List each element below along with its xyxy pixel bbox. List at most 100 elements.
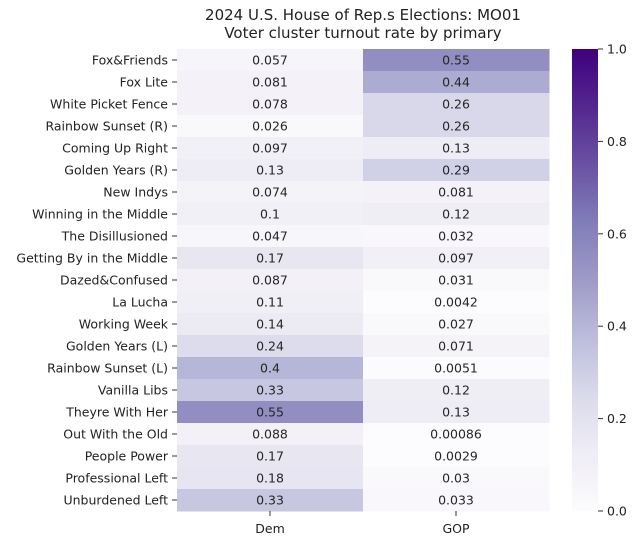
heatmap-cell [363,269,550,292]
heatmap-cell [363,225,550,248]
colorbar-tick-label: 0.2 [607,411,627,426]
cell-value-label: 0.14 [256,317,284,332]
cell-value-label: 0.03 [442,471,470,486]
heatmap-cell [177,467,364,490]
chart-title: 2024 U.S. House of Rep.s Elections: MO01… [205,6,521,42]
y-tick-label: Rainbow Sunset (R) [45,119,168,134]
colorbar-tick-label: 0.8 [607,134,627,149]
cell-value-label: 0.078 [252,97,288,112]
y-tick-label: Getting By in the Middle [16,251,168,266]
cell-value-label: 0.13 [442,405,470,420]
heatmap-cell [363,357,550,380]
cell-value-label: 0.032 [438,229,474,244]
cell-value-label: 0.071 [438,339,474,354]
heatmap-cell [363,379,550,402]
heatmap-cell [177,335,364,358]
heatmap-cell [177,49,364,72]
heatmap-cell [363,313,550,336]
colorbar-tick-label: 0.6 [607,226,627,241]
cell-value-label: 0.13 [256,163,284,178]
heatmap-cell [177,137,364,160]
x-tick-label: Dem [255,521,285,536]
cell-value-label: 0.55 [442,53,470,68]
heatmap-cell [177,71,364,94]
heatmap-cell [177,489,364,512]
heatmap-cell [177,269,364,292]
x-tick-label: GOP [442,521,470,536]
heatmap-cell [363,115,550,138]
cell-value-label: 0.031 [438,273,474,288]
cell-value-label: 0.033 [438,493,474,508]
heatmap-cell [177,379,364,402]
cell-value-label: 0.057 [252,53,288,68]
y-tick-label: People Power [85,449,169,464]
cell-value-label: 0.027 [438,317,474,332]
heatmap-cell [363,291,550,314]
cell-value-label: 0.081 [438,185,474,200]
chart-title-line-1: 2024 U.S. House of Rep.s Elections: MO01 [205,6,521,24]
heatmap-cell [177,225,364,248]
cell-value-label: 0.26 [442,119,470,134]
y-tick-label: Golden Years (L) [66,339,168,354]
heatmap-cell [363,335,550,358]
heatmap-cell [177,357,364,380]
y-tick-label: The Disillusioned [61,229,168,244]
y-tick-label: Theyre With Her [65,405,169,420]
y-tick-label: La Lucha [112,295,168,310]
y-tick-label: Out With the Old [63,427,168,442]
colorbar-tick-label: 0.4 [607,319,627,334]
y-tick-label: Professional Left [65,471,168,486]
heatmap-cell [177,93,364,116]
cell-value-label: 0.0051 [434,361,478,376]
cell-value-label: 0.087 [252,273,288,288]
y-tick-label: Vanilla Libs [98,383,168,398]
y-tick-label: Golden Years (R) [64,163,168,178]
y-tick-label: Working Week [79,317,169,332]
heatmap-cell [363,203,550,226]
heatmap-cell [177,181,364,204]
cell-value-label: 0.18 [256,471,284,486]
cell-value-label: 0.33 [256,493,284,508]
cell-value-label: 0.24 [256,339,284,354]
cell-value-label: 0.0042 [434,295,478,310]
cell-value-label: 0.074 [252,185,288,200]
y-tick-label: White Picket Fence [50,97,168,112]
heatmap-cell [177,423,364,446]
chart-title-line-2: Voter cluster turnout rate by primary [224,24,501,42]
cell-value-label: 0.17 [256,251,284,266]
cell-value-label: 0.33 [256,383,284,398]
heatmap-cell [363,401,550,424]
heatmap-cell [363,423,550,446]
cell-value-label: 0.097 [252,141,288,156]
cell-value-label: 0.0029 [434,449,478,464]
colorbar-tick-label: 1.0 [607,42,627,57]
cell-value-label: 0.12 [442,383,470,398]
y-tick-label: New Indys [103,185,168,200]
cell-value-label: 0.1 [260,207,280,222]
cell-value-label: 0.047 [252,229,288,244]
heatmap-cell [177,247,364,270]
cell-value-label: 0.26 [442,97,470,112]
cell-value-label: 0.29 [442,163,470,178]
heatmap-cell [363,247,550,270]
cell-value-label: 0.088 [252,427,288,442]
heatmap-cell [177,115,364,138]
cell-value-label: 0.00086 [430,427,482,442]
y-tick-labels: Fox&Friends Fox Lite White Picket Fence Rai… [16,53,177,508]
cell-value-label: 0.17 [256,449,284,464]
cell-value-label: 0.12 [442,207,470,222]
heatmap-cell [177,445,364,468]
heatmap-cell [177,203,364,226]
y-tick-label: Rainbow Sunset (L) [47,361,168,376]
cell-value-label: 0.4 [260,361,280,376]
heatmap-cell [177,401,364,424]
heatmap-cell [363,137,550,160]
cell-value-label: 0.55 [256,405,284,420]
y-tick-label: Coming Up Right [62,141,168,156]
cell-value-label: 0.44 [442,75,470,90]
cell-value-label: 0.026 [252,119,288,134]
heatmap-cell [177,313,364,336]
heatmap-cell [363,181,550,204]
